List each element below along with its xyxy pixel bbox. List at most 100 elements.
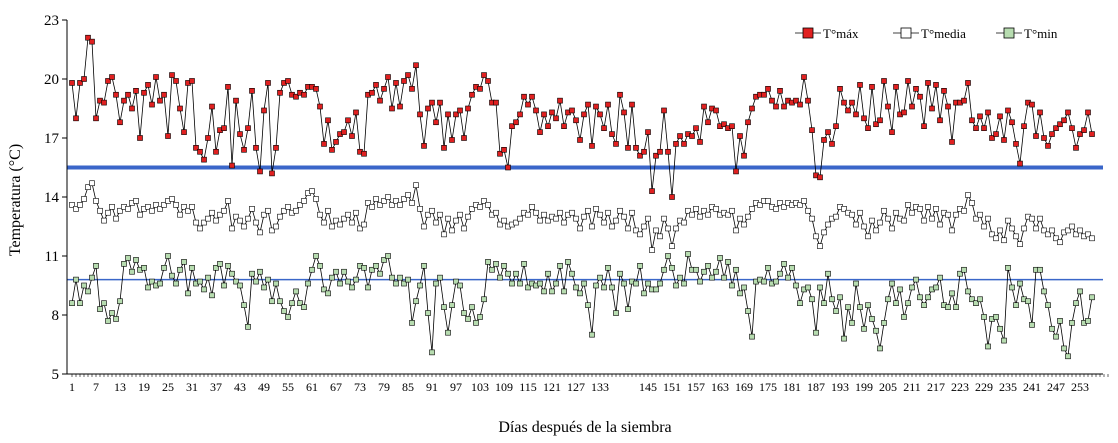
data-point-min [349,284,355,291]
data-point-media [345,211,351,218]
data-point-min [201,286,207,293]
data-point-media [933,206,939,212]
data-point-media [869,217,875,224]
x-tick-label: 241 [1023,380,1041,394]
data-point-media [525,211,531,218]
data-point-max [285,78,291,84]
data-point-min [429,349,435,356]
data-point-max [1073,145,1079,151]
data-point-max [397,103,403,110]
data-point-min [593,282,599,289]
data-point-media [257,229,263,236]
data-point-media [1089,235,1095,242]
data-point-media [433,219,439,226]
data-point-max [89,38,95,45]
data-point-media [633,227,639,234]
data-point-max [1069,125,1075,131]
data-point-max [881,78,887,84]
data-point-min [613,310,619,316]
data-point-max [233,97,239,104]
data-point-max [845,107,851,114]
data-point-media [1001,237,1007,244]
data-point-min [861,325,867,332]
x-tick-label: 7 [93,380,99,394]
data-point-min [177,266,183,273]
data-point-min [413,298,419,305]
data-point-max [325,117,331,124]
x-tick-label: 79 [378,380,390,394]
data-point-max [241,147,247,153]
legend-marker-min [1003,27,1015,39]
data-point-min [837,294,843,301]
data-point-media [517,215,523,222]
data-point-media [801,198,807,204]
data-point-min [1017,280,1023,287]
data-point-max [681,141,687,147]
data-point-max [645,129,651,135]
data-point-min [845,304,851,310]
data-point-max [941,88,947,94]
data-point-min [409,320,415,326]
data-point-max [537,129,543,135]
data-point-min [457,282,463,289]
data-point-min [389,274,395,281]
y-tick-label: 5 [52,367,60,383]
x-tick-label: 13 [114,380,126,394]
data-point-max [741,152,747,159]
data-point-media [781,204,787,210]
data-point-min [973,300,979,307]
data-point-media [145,204,151,210]
data-point-min [209,292,215,299]
data-point-media [393,198,399,204]
x-tick-label: 133 [591,380,609,394]
data-point-min [569,270,575,277]
data-point-max [249,88,255,94]
data-point-media [465,213,471,220]
data-point-min [717,255,723,261]
data-point-media [73,206,79,212]
data-point-min [81,282,87,289]
data-point-media [405,192,411,198]
data-point-min [185,290,191,297]
data-point-max [261,107,267,114]
data-point-min [1001,337,1007,344]
data-point-min [709,274,715,281]
data-point-max [669,194,675,200]
series-line-max [71,36,1093,198]
data-point-min [501,263,507,269]
data-point-min [953,304,959,310]
data-point-min [857,304,863,310]
data-point-min [517,280,523,287]
data-point-min [285,314,291,320]
data-point-max [989,135,995,141]
data-point-min [785,274,791,281]
data-point-media [773,206,779,212]
data-point-media [621,213,627,220]
data-point-media [949,227,955,234]
data-point-max [509,123,515,129]
x-tick-label: 193 [831,380,849,394]
data-point-media [985,215,991,222]
data-point-media [765,198,771,204]
data-point-min [293,288,299,295]
data-point-media [817,243,823,249]
data-point-media [745,213,751,220]
data-point-media [297,202,303,208]
data-point-min [89,274,95,281]
data-point-max [1081,127,1087,133]
data-point-min [221,282,227,289]
data-point-min [665,253,671,259]
data-point-max [945,103,951,110]
data-point-media [885,215,891,222]
data-point-min [509,280,515,287]
data-point-min [165,253,171,259]
data-point-min [1085,318,1091,324]
data-point-media [809,215,815,222]
data-point-max [601,125,607,131]
data-point-min [805,284,811,291]
data-point-min [417,282,423,289]
data-point-media [197,225,203,232]
data-point-max [677,133,683,139]
data-point-max [525,101,531,108]
data-point-min [993,314,999,320]
